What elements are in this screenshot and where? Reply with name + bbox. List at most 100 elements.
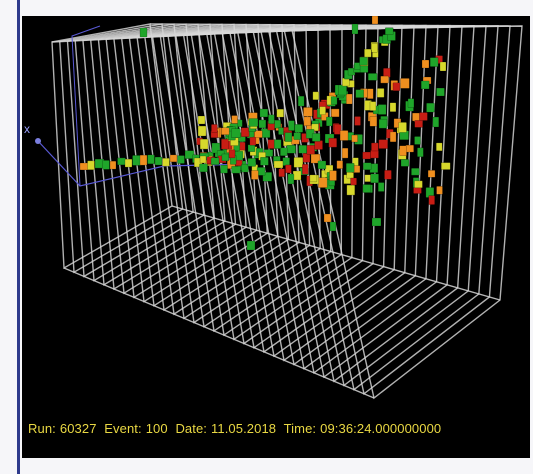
detector-hit xyxy=(362,184,372,193)
detector-hit xyxy=(439,61,447,72)
detector-hit xyxy=(328,137,338,148)
event-info-bar: Run: 60327 Event: 100 Date: 11.05.2018 Time… xyxy=(28,421,445,436)
detector-hit xyxy=(429,57,439,67)
event-label: Event: xyxy=(104,421,142,436)
detector-hit xyxy=(282,157,290,166)
time-label: Time: xyxy=(283,421,317,436)
detector-hit xyxy=(354,116,361,126)
detector-hit xyxy=(350,177,357,186)
event-display-viewport[interactable]: x Run: 60327 Event: 100 Date: 11.05.2018 Ti… xyxy=(22,16,530,458)
detector-hit xyxy=(338,84,347,96)
detector-hit xyxy=(302,163,309,175)
detector-hit xyxy=(306,144,316,155)
detector-hit xyxy=(319,106,326,115)
detector-hit xyxy=(228,149,236,159)
detector-hit xyxy=(221,153,230,162)
hit-cloud xyxy=(79,16,451,251)
detector-hit xyxy=(369,101,377,111)
detector-hit xyxy=(199,138,209,150)
detector-hit xyxy=(364,174,372,183)
detector-hit xyxy=(241,163,249,173)
wire-edge xyxy=(51,29,293,43)
detector-hit xyxy=(351,23,359,35)
detector-hit xyxy=(303,107,313,117)
detector-hit xyxy=(240,127,250,138)
detector-hit xyxy=(359,56,368,66)
detector-hit xyxy=(317,160,327,170)
detector-hit xyxy=(400,159,410,167)
detector-hit xyxy=(293,157,304,168)
detector-hit xyxy=(220,127,230,136)
detector-3d-scene[interactable] xyxy=(22,16,530,458)
detector-hit xyxy=(336,160,344,169)
detector-hit xyxy=(329,221,337,232)
detector-hit xyxy=(398,122,407,133)
detector-hit xyxy=(427,169,436,178)
detector-hit xyxy=(392,82,401,92)
detector-hit xyxy=(389,102,397,113)
detector-hit xyxy=(169,154,178,163)
detector-hit xyxy=(351,134,358,143)
detector-hit xyxy=(249,136,257,146)
detector-hit xyxy=(367,73,378,81)
detector-hit xyxy=(293,132,302,140)
detector-hit xyxy=(378,139,389,149)
detector-hit xyxy=(407,98,415,108)
detector-hit xyxy=(278,168,285,178)
detector-hit xyxy=(197,125,207,137)
detector-hit xyxy=(248,118,259,127)
detector-hit xyxy=(378,118,388,129)
detector-hit xyxy=(221,138,229,150)
detector-hit xyxy=(273,160,284,169)
detector-hit xyxy=(377,104,387,115)
detector-hit xyxy=(197,115,206,125)
wire-edge xyxy=(63,267,375,399)
detector-hit xyxy=(124,158,133,168)
detector-hit xyxy=(258,119,267,129)
detector-hit xyxy=(298,144,308,154)
detector-wireframe xyxy=(51,23,523,400)
detector-hit xyxy=(259,108,269,118)
detector-hit xyxy=(230,128,241,139)
detector-hit xyxy=(147,154,155,165)
detector-hit xyxy=(294,124,304,133)
detector-hit xyxy=(109,160,117,170)
detector-hit xyxy=(428,195,435,205)
detector-hit xyxy=(247,144,256,152)
detector-hit xyxy=(435,142,443,152)
detector-hit xyxy=(400,78,410,89)
run-label: Run: xyxy=(28,421,56,436)
detector-hit xyxy=(369,115,378,127)
detector-hit xyxy=(154,156,163,166)
detector-hit xyxy=(211,124,218,133)
detector-hit xyxy=(384,169,392,180)
detector-hit xyxy=(377,182,385,192)
wire-edge xyxy=(171,205,501,301)
detector-hit xyxy=(380,75,389,84)
detector-hit xyxy=(309,174,318,183)
axis-handle-icon[interactable] xyxy=(35,138,41,144)
detector-hit xyxy=(432,116,440,128)
detector-hit xyxy=(79,162,89,171)
detector-hit xyxy=(297,95,305,107)
detector-hit xyxy=(323,213,332,223)
detector-hit xyxy=(87,160,95,171)
axis-line xyxy=(71,25,101,187)
detector-hit xyxy=(371,142,379,152)
detector-hit xyxy=(421,59,430,69)
detector-hit xyxy=(288,120,295,131)
detector-hit xyxy=(371,16,379,25)
detector-hit xyxy=(177,155,185,164)
detector-hit xyxy=(346,184,356,196)
detector-hit xyxy=(389,131,397,143)
detector-hit xyxy=(314,140,323,150)
detector-hit xyxy=(317,177,328,188)
detector-hit xyxy=(420,80,430,90)
detector-hit xyxy=(414,136,421,145)
detector-hit xyxy=(260,156,269,166)
detector-hit xyxy=(284,132,293,142)
detector-hit xyxy=(364,48,372,58)
date-label: Date: xyxy=(175,421,208,436)
detector-hit xyxy=(370,173,379,184)
detector-hit xyxy=(414,120,423,128)
